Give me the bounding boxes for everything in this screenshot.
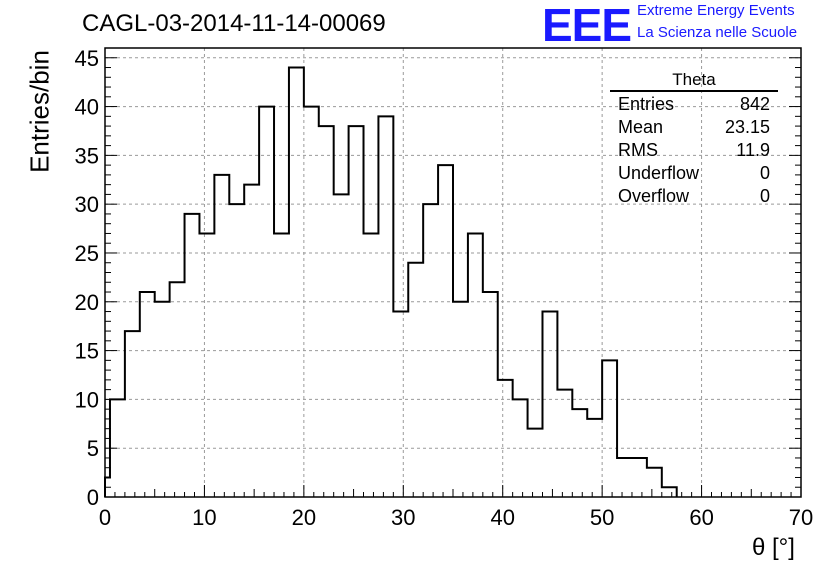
x-tick-label: 0 bbox=[99, 505, 111, 530]
x-tick-label: 20 bbox=[292, 505, 316, 530]
x-tick-label: 40 bbox=[490, 505, 514, 530]
logo-line-2: La Scienza nelle Scuole bbox=[637, 24, 798, 41]
x-axis-label: θ [°] bbox=[752, 534, 795, 561]
y-tick-label: 10 bbox=[75, 387, 99, 412]
x-tick-label: 60 bbox=[689, 505, 713, 530]
chart-title: CAGL-03-2014-11-14-00069 bbox=[82, 10, 386, 37]
x-tick-label: 70 bbox=[789, 505, 813, 530]
stats-value: 23.15 bbox=[724, 117, 770, 137]
stats-label: Mean bbox=[618, 117, 664, 137]
stats-value: 842 bbox=[739, 94, 770, 114]
stats-value: 0 bbox=[759, 186, 770, 206]
y-tick-label: 30 bbox=[75, 192, 99, 217]
stats-row-rms: RMS 11.9 bbox=[610, 139, 778, 162]
y-tick-label: 25 bbox=[75, 241, 99, 266]
stats-value: 0 bbox=[759, 163, 770, 183]
stats-divider bbox=[610, 90, 778, 92]
stats-row-entries: Entries 842 bbox=[610, 93, 778, 116]
y-tick-label: 40 bbox=[75, 95, 99, 120]
y-tick-label: 0 bbox=[87, 485, 99, 510]
eee-logo: EEE bbox=[542, 0, 632, 51]
stats-title: Theta bbox=[672, 70, 716, 89]
stats-row-underflow: Underflow 0 bbox=[610, 162, 778, 185]
x-tick-label: 30 bbox=[391, 505, 415, 530]
histogram-series bbox=[104, 66, 678, 497]
stats-box: Theta Entries 842 Mean 23.15 RMS 11.9 Un… bbox=[610, 70, 778, 208]
stats-row-overflow: Overflow 0 bbox=[610, 185, 778, 208]
stats-label: Entries bbox=[618, 94, 675, 114]
logo-line-1: Extreme Energy Events bbox=[637, 2, 795, 19]
stats-row-mean: Mean 23.15 bbox=[610, 116, 778, 139]
stats-label: RMS bbox=[618, 140, 658, 160]
y-tick-label: 5 bbox=[87, 436, 99, 461]
stats-label: Overflow bbox=[618, 186, 690, 206]
y-tick-label: 35 bbox=[75, 143, 99, 168]
x-tick-label: 50 bbox=[590, 505, 614, 530]
stats-label: Underflow bbox=[618, 163, 700, 183]
y-tick-label: 45 bbox=[75, 46, 99, 71]
y-tick-label: 15 bbox=[75, 339, 99, 364]
stats-value: 11.9 bbox=[736, 140, 770, 160]
x-tick-label: 10 bbox=[192, 505, 216, 530]
y-tick-label: 20 bbox=[75, 290, 99, 315]
